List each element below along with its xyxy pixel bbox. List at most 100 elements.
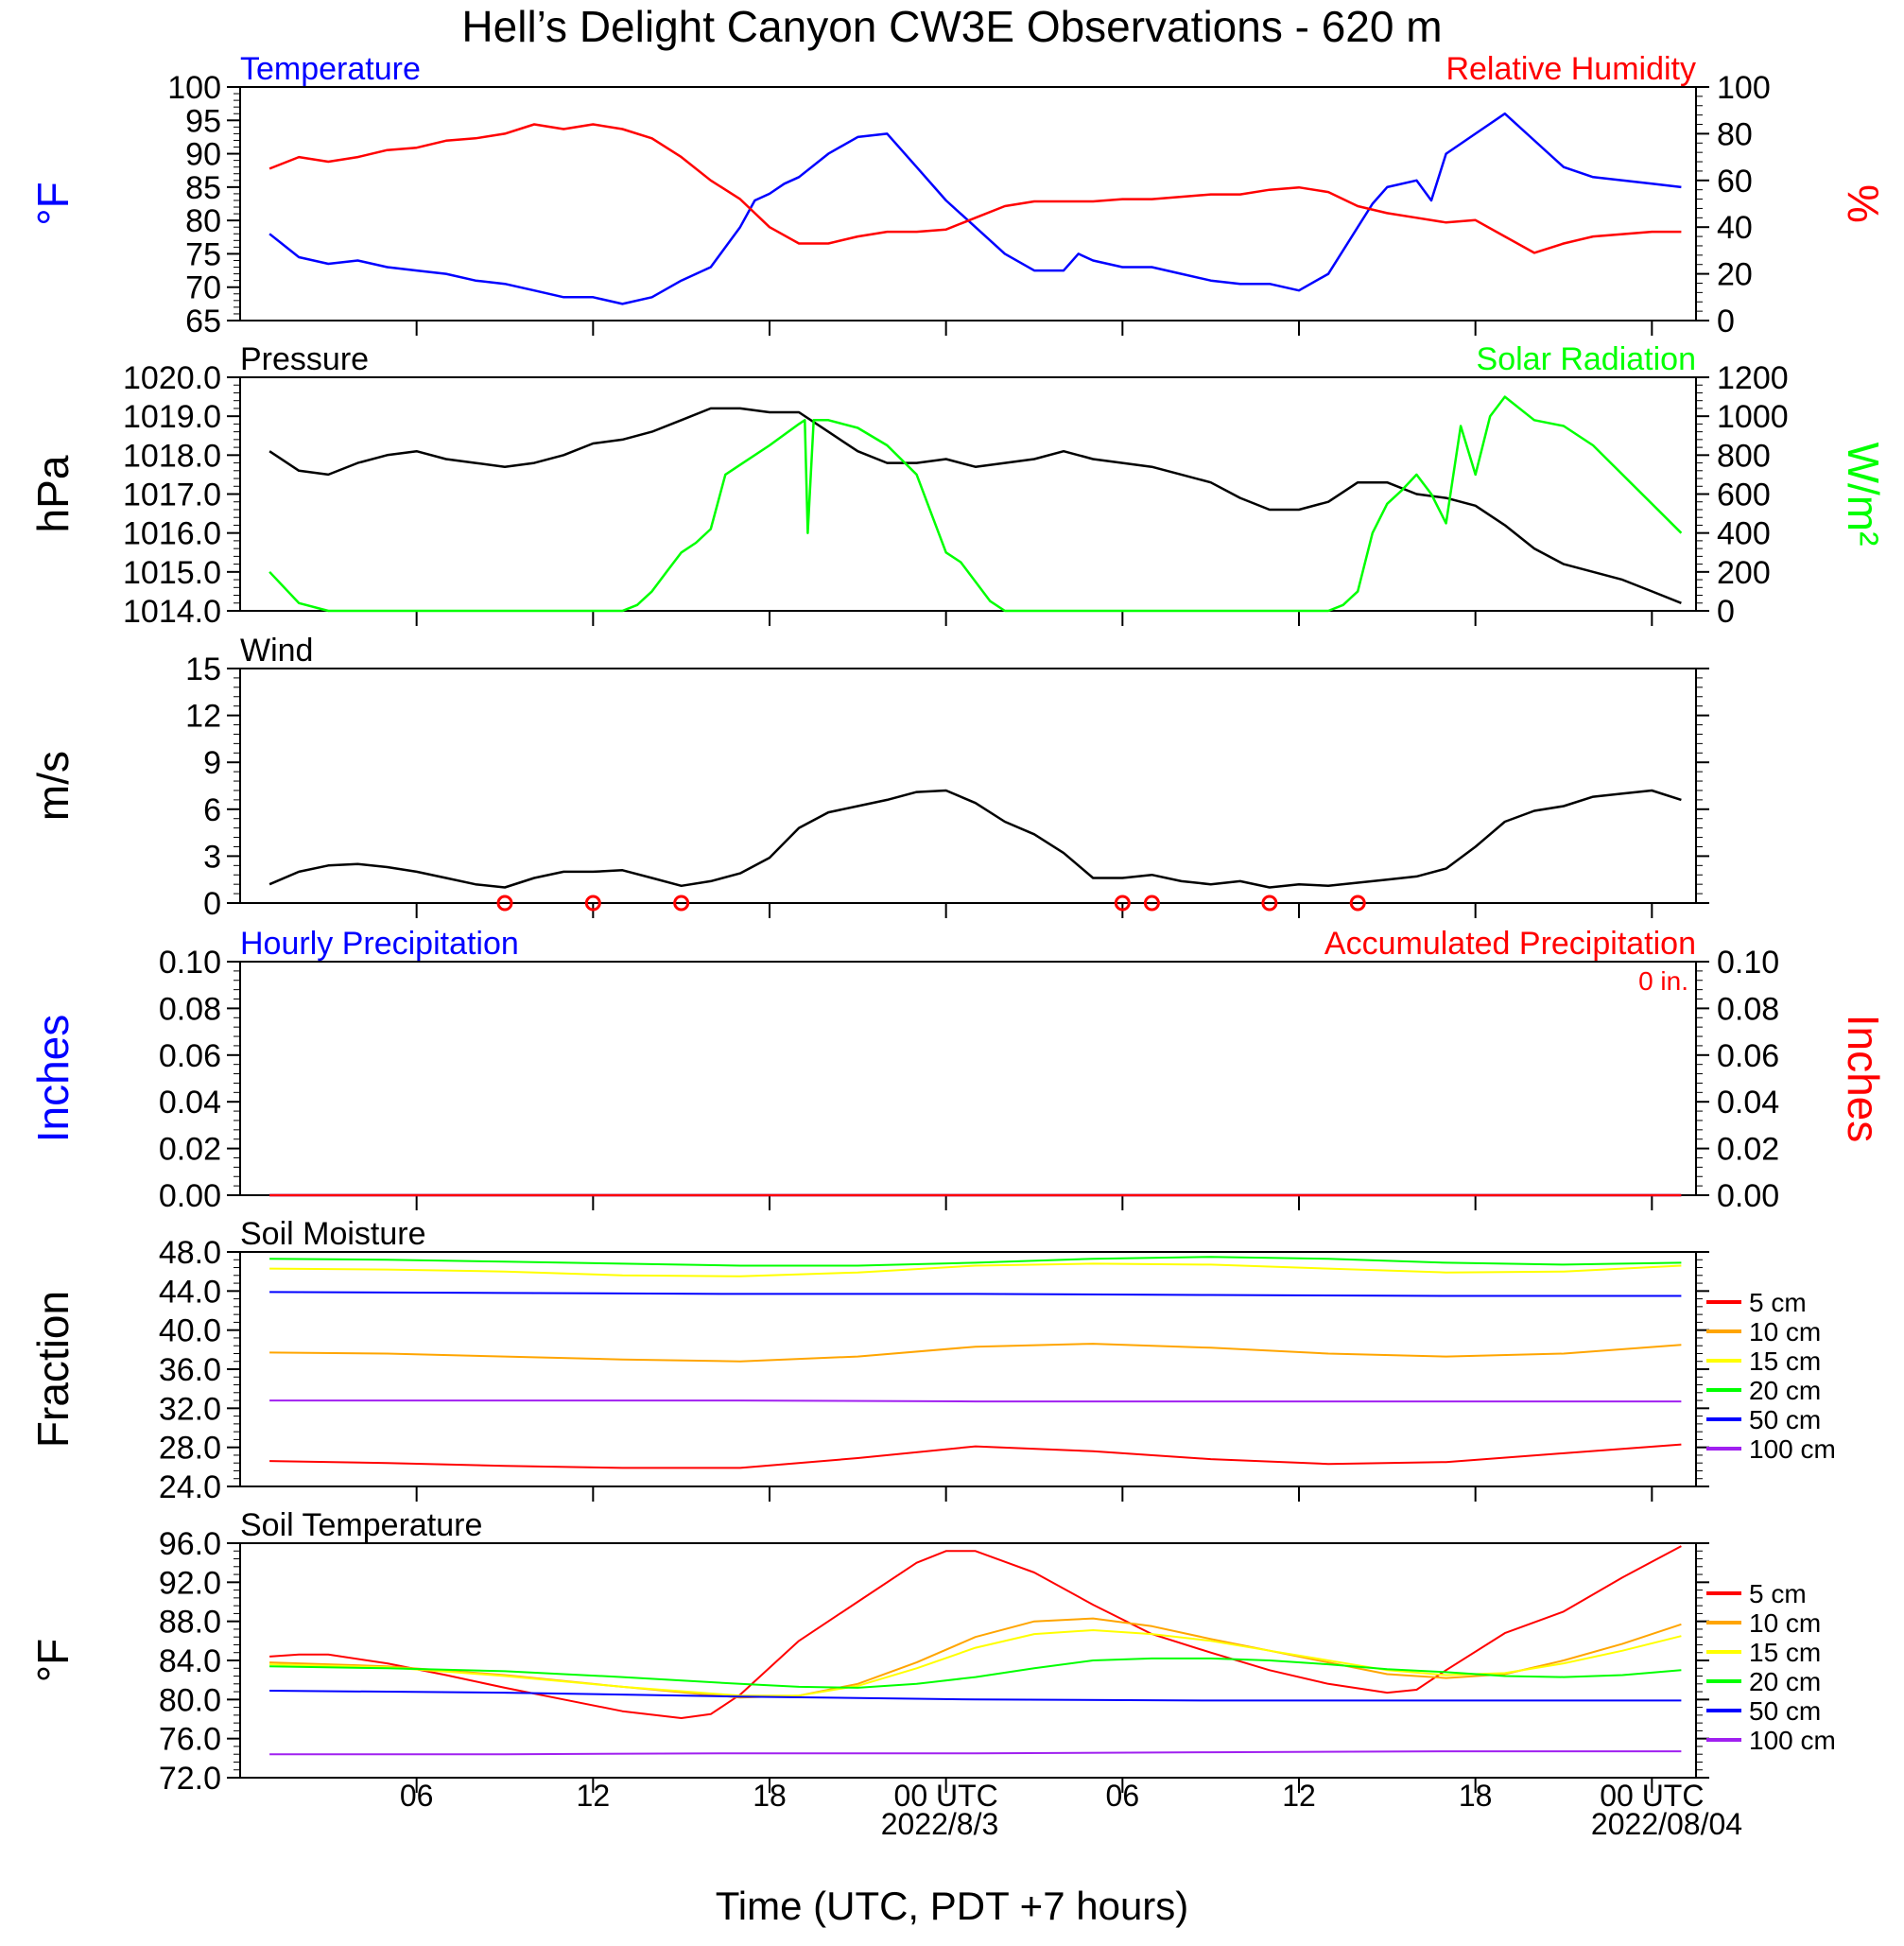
series-line-5cm [269,1545,1682,1719]
y-tick-label-right: 20 [1717,257,1753,293]
y-tick-label-left: 32.0 [159,1391,221,1427]
y-tick-label-left: 40.0 [159,1313,221,1349]
y-tick-label-left: 80 [185,203,221,239]
soil-temperature-panel: 72.076.0 80.084.088.0 92.096.0 Soil Tempera… [28,1507,1836,1797]
legend-label: 10 cm [1749,1317,1821,1347]
y-tick-label-left: 1020.0 [123,360,221,396]
panel-title-left: Soil Temperature [240,1507,482,1543]
accumulated-total-label: 0 in. [1638,966,1688,996]
x-tick-label: 18 [1459,1779,1493,1813]
y-tick-label-right: 40 [1717,210,1753,246]
time-axis: 06 12 18 00 UTC 06 12 18 00 UTC [400,1779,1705,1813]
y-tick-label-left: 1014.0 [123,594,221,630]
series-line-5cm [269,1443,1682,1469]
y-tick-label-left: 70 [185,270,221,306]
y-tick-label-right: 0.02 [1717,1132,1779,1168]
y-tick-label-left: 0.02 [159,1132,221,1168]
panel-title-right: Solar Radiation [1477,341,1696,377]
y-tick-label-left: 36.0 [159,1352,221,1388]
legend-label: 15 cm [1749,1638,1821,1667]
calm-wind-marker [1143,895,1160,912]
plot-frame [239,961,1697,1196]
y-tick-label-left: 9 [203,745,221,781]
legend-label: 100 cm [1749,1726,1836,1755]
legend-label: 20 cm [1749,1667,1821,1696]
date-label-2: 2022/08/04 [1591,1807,1742,1841]
y-tick-label-right: 200 [1717,555,1771,591]
series-line-20cm [269,1657,1682,1689]
y-tick-label-left: 24.0 [159,1469,221,1505]
y-tick-label-left: 76.0 [159,1722,221,1758]
plot-frame [239,668,1697,904]
x-axis-label: Time (UTC, PDT +7 hours) [716,1884,1189,1928]
x-tick-label: 00 UTC [1600,1779,1704,1813]
y-tick-label-left: 92.0 [159,1565,221,1601]
y-tick-label-left: 12 [185,699,221,735]
series-line-10cm [269,1617,1682,1699]
y-tick-label-right: 0 [1717,304,1735,339]
x-tick-label: 12 [1282,1779,1316,1813]
panel-title-right: Relative Humidity [1445,51,1696,87]
series-line-1 [268,123,1682,254]
y-tick-label-right: 1000 [1717,399,1789,435]
y-tick-label-right: 0.00 [1717,1178,1779,1214]
plot-frame [239,86,1697,321]
y-tick-label-left: 0 [203,886,221,922]
y-tick-label-right: 60 [1717,164,1753,200]
y-tick-label-left: 95 [185,103,221,139]
y-tick-label-left: 1017.0 [123,478,221,513]
y-tick-label-left: 96.0 [159,1526,221,1562]
y-tick-label-left: 85 [185,170,221,206]
y-axis-label-left: Fraction [28,1291,78,1448]
y-axis-label-left: m/s [28,751,78,821]
y-tick-label-right: 80 [1717,116,1753,152]
legend-label: 15 cm [1749,1347,1821,1376]
series-line-20cm [269,1256,1682,1267]
calm-wind-marker [1261,895,1278,912]
y-tick-label-left: 1018.0 [123,438,221,474]
series-line-0 [268,789,1682,889]
y-tick-label-right: 800 [1717,438,1771,474]
legend-label: 20 cm [1749,1376,1821,1405]
y-tick-label-left: 0.10 [159,945,221,981]
y-axis-label-right: Inches [1839,1015,1888,1143]
y-tick-label-right: 600 [1717,478,1771,513]
legend-label: 50 cm [1749,1405,1821,1434]
x-tick-label: 06 [1106,1779,1140,1813]
y-tick-label-right: 0.10 [1717,945,1779,981]
series-line-0 [268,112,1682,305]
y-tick-label-left: 1016.0 [123,516,221,552]
series-line-100cm [269,1399,1682,1403]
y-tick-label-left: 0.06 [159,1038,221,1074]
calm-wind-marker [673,895,690,912]
y-tick-label-left: 3 [203,839,221,875]
temperature-humidity-panel: 65707580859095100020406080100Temperature… [28,51,1888,339]
y-tick-label-right: 0 [1717,594,1735,630]
y-tick-label-left: 44.0 [159,1274,221,1310]
y-axis-label-right: % [1839,184,1888,223]
plot-frame [239,1251,1697,1487]
legend-label: 50 cm [1749,1696,1821,1726]
y-tick-label-right: 0.08 [1717,991,1779,1027]
y-tick-label-left: 100 [167,70,221,106]
x-tick-label: 12 [577,1779,611,1813]
y-tick-label-right: 1200 [1717,360,1789,396]
legend-label: 100 cm [1749,1434,1836,1464]
legend-label: 5 cm [1749,1288,1807,1317]
y-tick-label-right: 400 [1717,516,1771,552]
y-tick-label-left: 65 [185,304,221,339]
series-line-15cm [269,1262,1682,1277]
y-axis-label-left: °F [28,1639,78,1683]
x-tick-label: 06 [400,1779,434,1813]
soil-moisture-panel: 24.028.0 32.036.040.044.048.0 Soil Moistur… [28,1216,1836,1505]
wind-panel: 0 3 6 9 12 15 Wind m/s [28,633,1709,922]
plot-frame [239,376,1697,612]
y-tick-label-left: 48.0 [159,1235,221,1271]
y-tick-label-left: 72.0 [159,1761,221,1797]
calm-wind-marker [496,895,513,912]
panel-title-left: Soil Moisture [240,1216,426,1252]
y-tick-label-left: 28.0 [159,1431,221,1467]
y-tick-label-left: 1019.0 [123,399,221,435]
panel-title-left: Wind [240,633,313,669]
